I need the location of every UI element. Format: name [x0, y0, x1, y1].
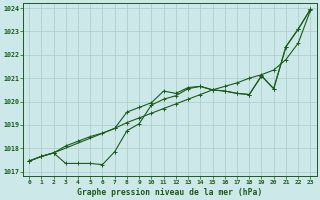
- X-axis label: Graphe pression niveau de la mer (hPa): Graphe pression niveau de la mer (hPa): [77, 188, 262, 197]
